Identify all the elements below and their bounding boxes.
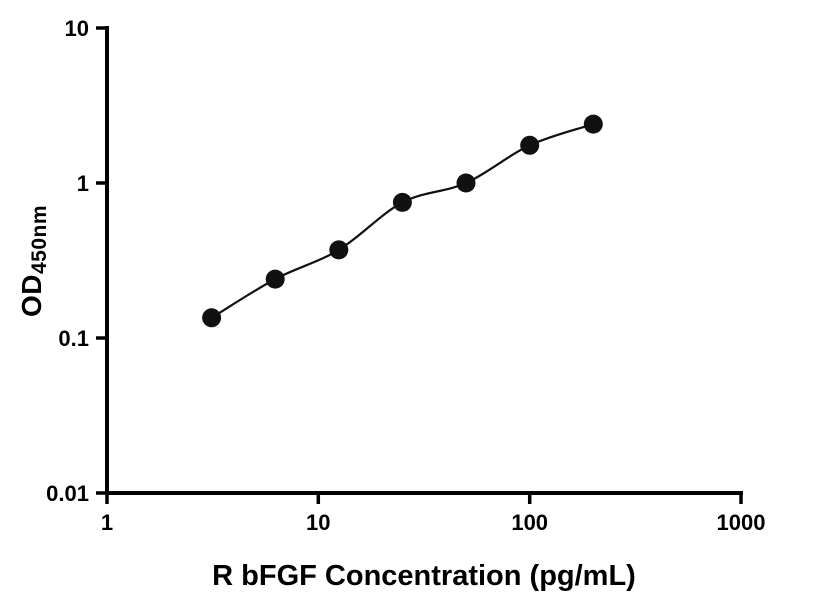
y-tick-label: 1 <box>77 171 89 196</box>
x-tick-label: 100 <box>511 510 548 535</box>
data-point-marker <box>202 308 222 328</box>
y-tick-label: 0.01 <box>46 481 89 506</box>
x-tick-label: 10 <box>306 510 330 535</box>
y-axis-title: OD450nm <box>16 205 52 317</box>
y-tick-label: 0.1 <box>58 326 89 351</box>
axis-spines <box>105 26 743 495</box>
data-point-marker <box>583 114 603 134</box>
x-tick-label: 1 <box>101 510 113 535</box>
x-axis-title: R bFGF Concentration (pg/mL) <box>212 560 636 592</box>
data-point-marker <box>520 135 540 155</box>
y-axis-title-subscript: 450nm <box>28 204 51 275</box>
data-point-marker <box>265 269 285 289</box>
x-tick-label: 1000 <box>717 510 766 535</box>
standard-curve-line <box>211 123 594 319</box>
y-axis-title-main: OD <box>16 274 47 318</box>
data-point-marker <box>392 192 412 212</box>
data-point-marker <box>329 240 349 260</box>
data-point-marker <box>456 173 476 193</box>
y-tick-label: 10 <box>65 16 89 41</box>
